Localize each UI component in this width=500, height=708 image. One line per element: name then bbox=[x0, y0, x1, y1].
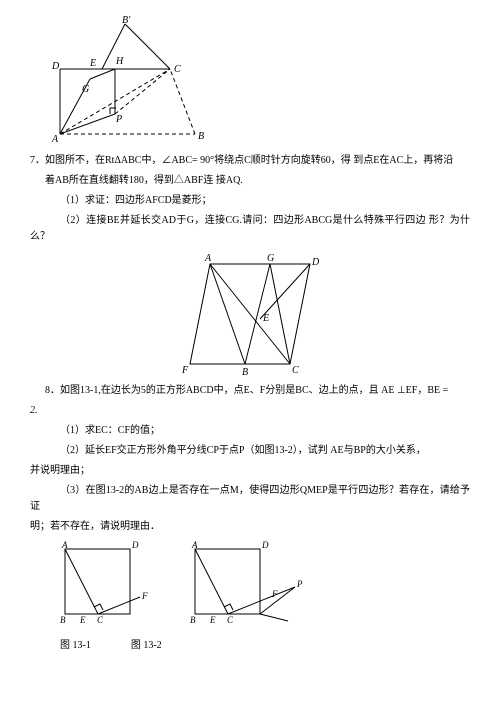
problem-8-q1: （1）求EC：CF的值； bbox=[30, 423, 470, 439]
figure-1: B' D E H C G P A B bbox=[30, 14, 470, 149]
figure-3-right-svg: A D B E C F P bbox=[180, 539, 310, 634]
fig3r-e: E bbox=[209, 615, 216, 625]
problem-8-q3: （3）在图13-2的AB边上是否存在一点M，使得四边形QMEP是平行四边形？若存… bbox=[30, 483, 470, 515]
fig2-label-e: E bbox=[262, 313, 269, 324]
fig2-label-a: A bbox=[204, 253, 212, 264]
fig2-label-g: G bbox=[267, 253, 274, 264]
problem-7-q1: （1）求证：四边形AFCD是菱形； bbox=[30, 193, 470, 209]
fig1-label-c: C bbox=[174, 64, 181, 75]
problem-7-lead: 7．如图所不，在RtΔABC中，∠ABC= 90°将绕点C顺时针方向旋转60，得… bbox=[30, 153, 470, 169]
fig3r-p: P bbox=[296, 579, 303, 589]
problem-8-q3b: 明；若不存在，请说明理由． bbox=[30, 519, 470, 535]
fig2-label-c: C bbox=[292, 365, 299, 376]
figure-3-left-svg: A D B E C F bbox=[50, 539, 160, 634]
problem-7-q2-text: （2）连接BE并延长交AD于G，连接CG.请问：四边形ABCG是什么特殊平行四边… bbox=[30, 215, 470, 242]
fig1-label-bp: B' bbox=[122, 15, 131, 26]
fig3l-d: D bbox=[131, 540, 139, 550]
fig3r-c: C bbox=[227, 615, 234, 625]
problem-8-lead-text: 8．如图13-1,在边长为5的正方形ABCD中，点E、F分别是BC、边上的点，且… bbox=[45, 385, 448, 396]
figure-3-cap2: 图 13-2 bbox=[131, 638, 162, 654]
figure-1-svg: B' D E H C G P A B bbox=[30, 14, 230, 149]
fig1-label-b: B bbox=[198, 131, 204, 142]
fig2-label-b: B bbox=[242, 367, 248, 378]
fig2-label-d: D bbox=[311, 257, 320, 268]
figure-3: A D B E C F A D B E C F P bbox=[50, 539, 470, 634]
fig3r-a: A bbox=[191, 540, 198, 550]
problem-7-q1-text: （1）求证：四边形AFCD是菱形； bbox=[60, 195, 212, 206]
fig1-label-a: A bbox=[51, 134, 59, 145]
fig3l-c: C bbox=[97, 615, 104, 625]
problem-7-q2: （2）连接BE并延长交AD于G，连接CG.请问：四边形ABCG是什么特殊平行四边… bbox=[30, 213, 470, 245]
fig3l-b: B bbox=[60, 615, 66, 625]
fig3r-d: D bbox=[261, 540, 269, 550]
fig1-label-p: P bbox=[115, 114, 122, 125]
fig1-label-d: D bbox=[51, 61, 60, 72]
problem-8-q2: （2）延长EF交正方形外角平分线CP于点P（如图13-2），试判 AE与BP的大… bbox=[30, 443, 470, 459]
fig3l-a: A bbox=[61, 540, 68, 550]
fig3l-f: F bbox=[141, 591, 148, 601]
fig1-label-h: H bbox=[115, 56, 124, 67]
figure-3-cap1: 图 13-1 bbox=[60, 638, 91, 654]
figure-2-svg: A G D E F B C bbox=[160, 249, 340, 379]
figure-2: A G D E F B C bbox=[30, 249, 470, 379]
figure-3-captions: 图 13-1 图 13-2 bbox=[60, 638, 470, 654]
problem-8-q2b: 并说明理由； bbox=[30, 463, 470, 479]
fig3r-f: F bbox=[271, 589, 278, 599]
fig1-label-e: E bbox=[89, 58, 96, 69]
fig3r-b: B bbox=[190, 615, 196, 625]
problem-8-lead2: 2. bbox=[30, 403, 470, 419]
fig3l-e: E bbox=[79, 615, 86, 625]
problem-8-lead: 8．如图13-1,在边长为5的正方形ABCD中，点E、F分别是BC、边上的点，且… bbox=[30, 383, 470, 399]
fig2-label-f: F bbox=[181, 365, 189, 376]
fig1-label-g: G bbox=[82, 84, 89, 95]
problem-7-lead2: 着AB所在直线翻转180，得到△ABF连 接AQ. bbox=[30, 173, 470, 189]
